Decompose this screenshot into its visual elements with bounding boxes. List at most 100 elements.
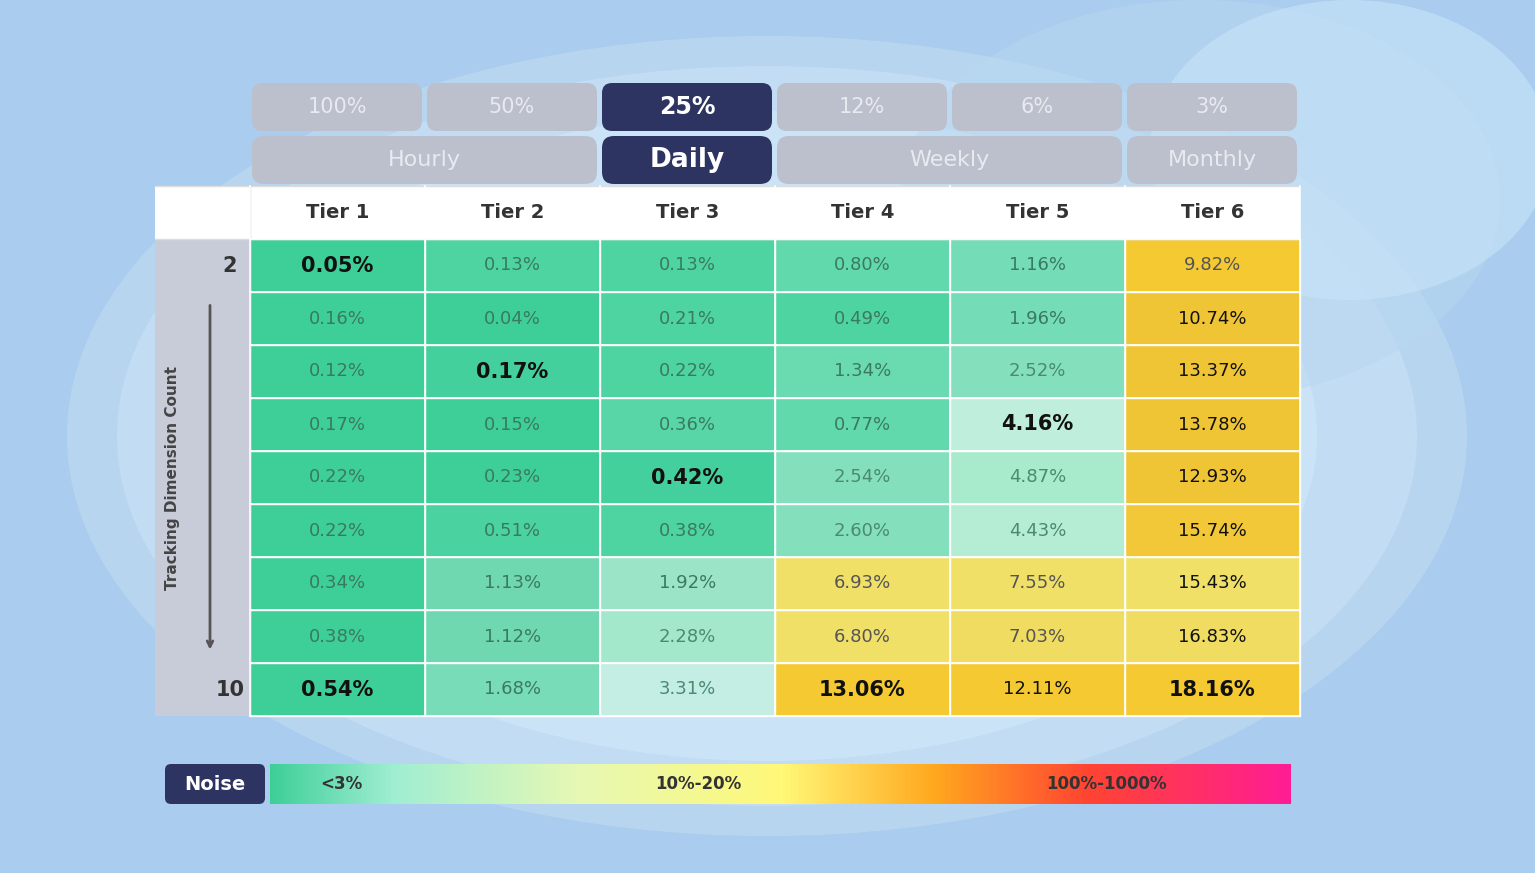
Bar: [1208, 764, 1211, 804]
Bar: [367, 764, 370, 804]
Text: 6.80%: 6.80%: [834, 628, 890, 645]
Bar: [250, 610, 425, 663]
Bar: [600, 610, 775, 663]
Bar: [1004, 764, 1007, 804]
FancyBboxPatch shape: [602, 136, 772, 184]
Bar: [491, 764, 494, 804]
Bar: [375, 764, 378, 804]
FancyBboxPatch shape: [427, 83, 597, 131]
Bar: [393, 764, 396, 804]
Text: 16.83%: 16.83%: [1179, 628, 1246, 645]
Bar: [522, 764, 525, 804]
Bar: [347, 764, 350, 804]
Bar: [387, 764, 390, 804]
Bar: [313, 764, 316, 804]
Bar: [725, 764, 728, 804]
Text: 0.13%: 0.13%: [484, 257, 540, 274]
Bar: [602, 764, 605, 804]
Bar: [336, 764, 339, 804]
Bar: [775, 239, 950, 292]
Bar: [711, 764, 714, 804]
Text: 2.52%: 2.52%: [1008, 362, 1067, 381]
Text: 2.54%: 2.54%: [834, 469, 892, 486]
Bar: [629, 764, 632, 804]
Text: Hourly: Hourly: [388, 150, 460, 170]
Bar: [275, 764, 278, 804]
Bar: [648, 764, 651, 804]
Bar: [600, 398, 775, 451]
Text: 12.11%: 12.11%: [1004, 680, 1071, 698]
Bar: [642, 764, 645, 804]
Bar: [1025, 764, 1028, 804]
Bar: [961, 764, 964, 804]
Bar: [841, 764, 844, 804]
Bar: [923, 764, 926, 804]
Bar: [884, 764, 887, 804]
Text: 0.38%: 0.38%: [659, 521, 715, 540]
Bar: [355, 764, 358, 804]
Bar: [665, 764, 668, 804]
Text: 4.16%: 4.16%: [1001, 415, 1073, 435]
Bar: [921, 764, 923, 804]
Bar: [1262, 764, 1265, 804]
Text: 4.87%: 4.87%: [1008, 469, 1067, 486]
Bar: [606, 764, 609, 804]
Bar: [1176, 764, 1179, 804]
Text: 0.22%: 0.22%: [309, 521, 365, 540]
Bar: [950, 345, 1125, 398]
Text: 18.16%: 18.16%: [1170, 679, 1256, 699]
Ellipse shape: [68, 36, 1467, 836]
Bar: [333, 764, 336, 804]
Bar: [660, 764, 663, 804]
Text: 15.74%: 15.74%: [1179, 521, 1246, 540]
Bar: [946, 764, 949, 804]
Bar: [348, 764, 352, 804]
Bar: [1108, 764, 1111, 804]
Bar: [984, 764, 987, 804]
Bar: [698, 764, 701, 804]
Bar: [418, 764, 421, 804]
Bar: [1222, 764, 1225, 804]
Text: Tracking Dimension Count: Tracking Dimension Count: [166, 366, 181, 589]
Bar: [640, 764, 643, 804]
Bar: [775, 557, 950, 610]
Bar: [830, 764, 834, 804]
Bar: [482, 764, 485, 804]
Bar: [296, 764, 298, 804]
Bar: [1018, 764, 1021, 804]
Bar: [556, 764, 559, 804]
Bar: [903, 764, 906, 804]
Bar: [935, 764, 938, 804]
Bar: [589, 764, 593, 804]
Bar: [460, 764, 464, 804]
Bar: [849, 764, 852, 804]
Bar: [800, 764, 803, 804]
Bar: [1071, 764, 1074, 804]
Text: 3.31%: 3.31%: [659, 680, 717, 698]
Bar: [772, 764, 775, 804]
Bar: [543, 764, 546, 804]
Bar: [385, 764, 388, 804]
Bar: [1142, 764, 1145, 804]
Bar: [926, 764, 929, 804]
Text: 1.92%: 1.92%: [659, 574, 717, 593]
Bar: [402, 764, 405, 804]
Bar: [517, 764, 520, 804]
Bar: [844, 764, 847, 804]
Bar: [1045, 764, 1048, 804]
Bar: [1124, 764, 1127, 804]
Bar: [996, 764, 999, 804]
Bar: [281, 764, 284, 804]
Bar: [1137, 764, 1141, 804]
Bar: [1130, 764, 1133, 804]
Bar: [741, 764, 744, 804]
Bar: [783, 764, 786, 804]
Bar: [890, 764, 893, 804]
Bar: [390, 764, 393, 804]
Bar: [857, 764, 860, 804]
Bar: [425, 610, 600, 663]
Bar: [1266, 764, 1269, 804]
Bar: [1125, 663, 1300, 716]
Text: 0.15%: 0.15%: [484, 416, 540, 434]
Bar: [1131, 764, 1134, 804]
